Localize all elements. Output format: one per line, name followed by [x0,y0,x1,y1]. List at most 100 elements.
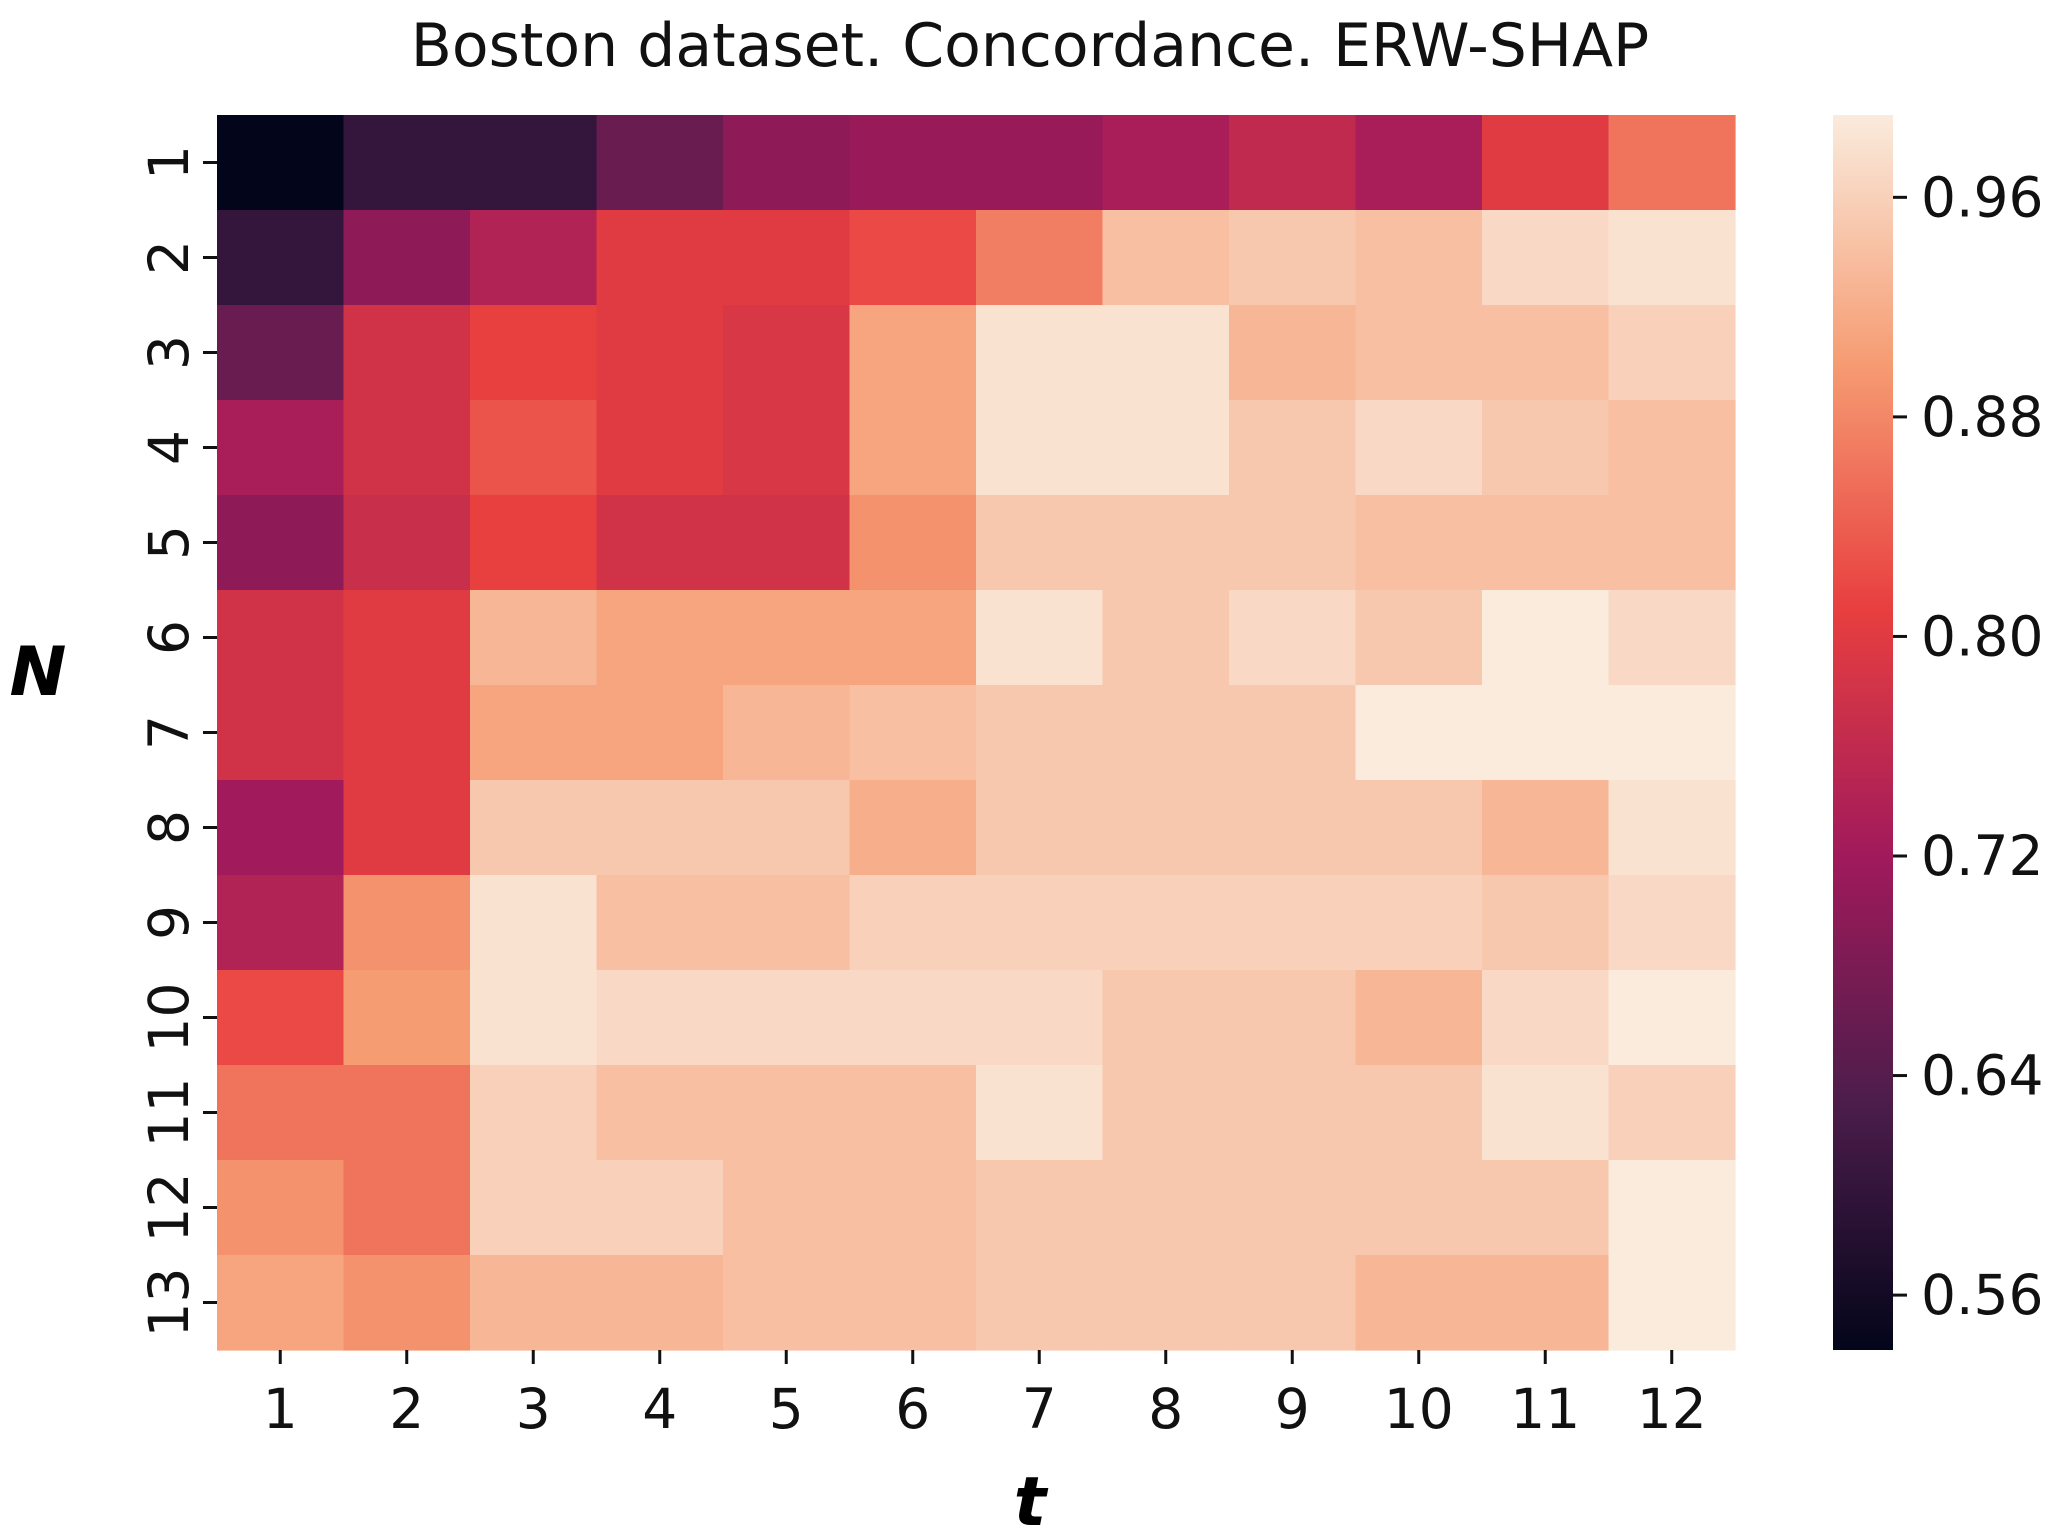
heatmap-cell [1229,970,1357,1066]
heatmap-cell [596,685,724,781]
heatmap-cell [343,305,471,401]
colorbar-tick-label: 0.96 [1921,165,2043,229]
heatmap-cell [343,495,471,591]
heatmap-cell [723,590,851,686]
heatmap-cell [470,1160,598,1256]
heatmap-cell [1102,495,1230,591]
heatmap-cell [849,495,977,591]
x-tick-label: 12 [1637,1377,1707,1441]
heatmap-cell [1482,400,1610,496]
heatmap-cell [217,210,345,306]
y-tick-label: 12 [137,1173,201,1243]
heatmap-cell [470,115,598,211]
heatmap-cell [217,590,345,686]
heatmap-cell [470,210,598,306]
heatmap-cell [596,1065,724,1161]
heatmap-cell [1102,1160,1230,1256]
y-axis-label: N [10,633,67,712]
heatmap-cell [1355,1065,1483,1161]
heatmap-cell [1608,590,1736,686]
heatmap-cell [470,970,598,1066]
y-tick-label: 13 [137,1268,201,1338]
x-tick-label: 1 [263,1377,298,1441]
heatmap-cell [1102,115,1230,211]
heatmap-cell [723,685,851,781]
heatmap-cell [1482,1065,1610,1161]
heatmap-cell [1102,305,1230,401]
heatmap-cell [596,780,724,876]
heatmap-cell [596,400,724,496]
heatmap-cell [1608,305,1736,401]
heatmap-cell [723,400,851,496]
x-tick-label: 7 [1022,1377,1057,1441]
heatmap-cell [1355,1160,1483,1256]
heatmap-cell [1229,685,1357,781]
heatmap-cell [976,1065,1104,1161]
heatmap-cell [596,210,724,306]
heatmap-cell [1355,1255,1483,1351]
x-tick-label: 3 [516,1377,551,1441]
heatmap-cell [976,875,1104,971]
heatmap-cell [723,780,851,876]
heatmap-cell [1102,1255,1230,1351]
heatmap-cell [976,970,1104,1066]
heatmap-cell [976,305,1104,401]
x-axis-label: t [1014,1463,1049,1535]
heatmap-cell [343,1160,471,1256]
heatmap-cell [343,685,471,781]
colorbar-tick-label: 0.72 [1921,824,2043,888]
heatmap-cell [343,1065,471,1161]
x-tick-label: 11 [1510,1377,1580,1441]
heatmap-cell [1482,590,1610,686]
colorbar-tick-label: 0.56 [1921,1263,2043,1327]
heatmap-cell [1482,495,1610,591]
heatmap-cell [1355,970,1483,1066]
heatmap-cell [343,590,471,686]
heatmap-cell [596,1255,724,1351]
heatmap-cell [1102,400,1230,496]
heatmap-cell [1608,1065,1736,1161]
x-tick-label: 4 [642,1377,677,1441]
heatmap-cell [723,115,851,211]
heatmap-cell [1229,495,1357,591]
heatmap-cell [849,875,977,971]
x-tick-label: 6 [895,1377,930,1441]
colorbar-tick-label: 0.80 [1921,604,2043,668]
y-tick-label: 10 [137,983,201,1053]
y-tick-label: 2 [137,240,201,275]
heatmap-cell [1482,305,1610,401]
heatmap-cell [343,115,471,211]
heatmap-cell [1102,780,1230,876]
heatmap-cell [1482,1160,1610,1256]
heatmap-cell [976,210,1104,306]
heatmap-cell [849,1065,977,1161]
heatmap-cell [343,780,471,876]
heatmap-cell [217,115,345,211]
colorbar-ticks: 0.56 0.64 0.72 0.80 0.88 0.96 [1893,165,2043,1327]
x-axis-ticks: 1 2 3 4 5 6 7 8 9 10 11 12 [263,1350,1707,1441]
heatmap-cell [1608,400,1736,496]
heatmap-cells [217,115,1736,1351]
heatmap-cell [1229,1255,1357,1351]
heatmap-cell [849,400,977,496]
heatmap-cell [470,495,598,591]
heatmap-cell [217,875,345,971]
heatmap-cell [1102,875,1230,971]
heatmap-cell [1229,115,1357,211]
heatmap-cell [1355,115,1483,211]
heatmap-cell [1102,970,1230,1066]
heatmap-cell [849,590,977,686]
heatmap-cell [849,970,977,1066]
heatmap-cell [217,685,345,781]
heatmap-cell [217,1255,345,1351]
heatmap-cell [1102,685,1230,781]
y-tick-label: 8 [137,810,201,845]
heatmap-cell [1229,1065,1357,1161]
y-tick-label: 3 [137,335,201,370]
colorbar-tick-label: 0.88 [1921,385,2043,449]
chart-title: Boston dataset. Concordance. ERW-SHAP [411,11,1649,81]
heatmap-cell [1482,780,1610,876]
